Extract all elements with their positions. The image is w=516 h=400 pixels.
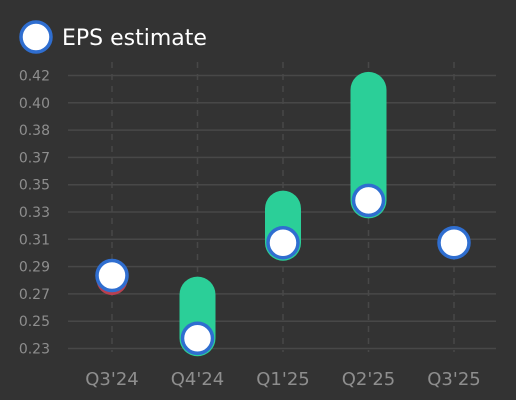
x-tick-label: Q3'24 [85,369,138,390]
y-tick-label: 0.27 [19,287,50,303]
x-tick-label: Q2'25 [342,369,395,390]
x-tick-label: Q1'25 [256,369,309,390]
y-tick-label: 0.31 [19,232,50,248]
points [95,183,471,356]
beat-bars [96,71,387,357]
y-tick-label: 0.23 [19,342,50,358]
legend: EPS estimate [19,20,207,54]
x-tick-label: Q4'24 [171,369,224,390]
x-tick-label: Q3'25 [427,369,480,390]
estimate-point [180,321,215,356]
x-axis: Q3'24 Q4'24 Q1'25 Q2'25 Q3'25 [85,369,480,390]
y-tick-label: 0.37 [19,150,50,166]
legend-marker [19,20,53,54]
y-tick-label: 0.35 [19,178,50,194]
y-tick-label: 0.40 [19,96,50,112]
estimate-point [266,225,300,260]
legend-label: EPS estimate [62,26,207,51]
y-tick-label: 0.33 [19,205,50,221]
y-axis: 0.23 0.25 0.27 0.29 0.31 0.33 0.35 0.37 0.38 0.40… [19,69,50,358]
y-tick-label: 0.38 [19,123,50,139]
beat-bar [350,71,387,219]
estimate-point [95,258,129,293]
estimate-point [437,225,471,260]
estimate-point [351,183,386,218]
y-tick-label: 0.42 [19,69,50,85]
y-tick-label: 0.29 [19,260,50,276]
y-tick-label: 0.25 [19,314,50,330]
